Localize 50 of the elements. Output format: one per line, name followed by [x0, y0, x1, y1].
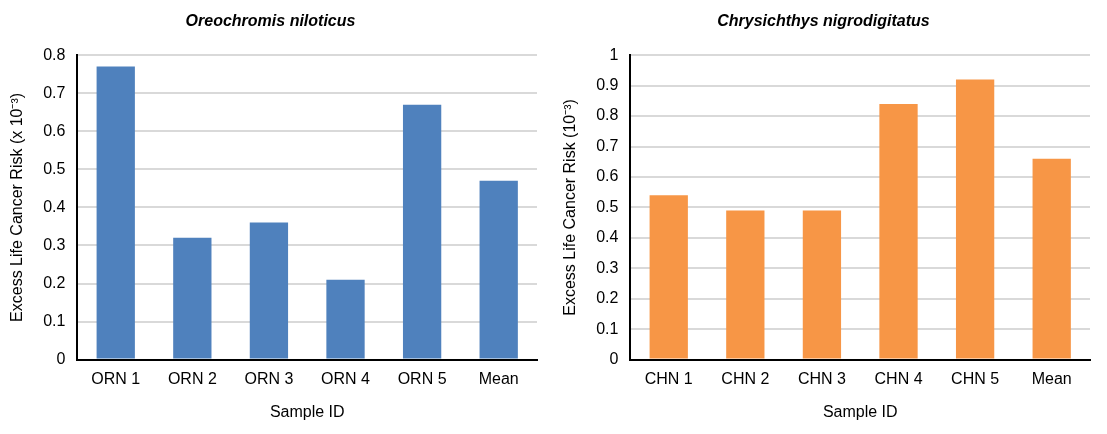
x-tick-label: ORN 4 — [321, 369, 371, 387]
x-tick-label: Mean — [478, 369, 519, 387]
y-tick-label: 0.8 — [43, 45, 66, 63]
y-tick-label: 0.4 — [596, 228, 619, 246]
bar — [649, 195, 688, 359]
y-tick-label: 0 — [56, 350, 66, 368]
bar — [479, 180, 518, 359]
y-tick-label: 0.7 — [43, 83, 66, 101]
y-tick-label: 0.2 — [596, 289, 619, 307]
y-tick-label: 1 — [609, 45, 619, 63]
chart-title: Oreochromis niloticus — [185, 12, 356, 30]
bar — [173, 237, 212, 359]
y-tick-label: 0.4 — [43, 197, 66, 215]
bar — [1032, 158, 1071, 359]
x-tick-label: ORN 1 — [91, 369, 141, 387]
x-tick-label: ORN 3 — [244, 369, 294, 387]
x-axis-title: Sample ID — [822, 402, 898, 420]
bar — [879, 103, 918, 359]
y-tick-label: 0.5 — [596, 197, 619, 215]
x-tick-label: CHN 2 — [721, 369, 770, 387]
x-tick-label: CHN 1 — [644, 369, 693, 387]
y-tick-label: 0.5 — [43, 159, 66, 177]
y-tick-label: 0.1 — [596, 319, 619, 337]
x-tick-label: CHN 5 — [951, 369, 1000, 387]
x-tick-label: CHN 3 — [797, 369, 847, 387]
bar — [96, 66, 135, 359]
bar — [249, 222, 289, 359]
y-tick-label: 0.3 — [596, 258, 619, 276]
x-axis-title: Sample ID — [269, 402, 345, 420]
x-tick-label: ORN 2 — [167, 369, 217, 387]
y-tick-label: 0.8 — [596, 106, 619, 124]
bar — [802, 210, 842, 359]
bar — [326, 279, 365, 359]
y-axis-title: Excess Life Cancer Risk (10⁻³) — [561, 99, 579, 316]
y-tick-label: 0.6 — [43, 121, 66, 139]
x-tick-label: ORN 5 — [397, 369, 447, 387]
bar — [726, 210, 765, 359]
y-tick-label: 0 — [609, 350, 619, 368]
y-tick-label: 0.2 — [43, 273, 66, 291]
y-tick-label: 0.7 — [596, 136, 619, 154]
chart-title: Chrysichthys nigrodigitatus — [717, 12, 930, 30]
y-tick-label: 0.3 — [43, 235, 66, 253]
y-tick-label: 0.6 — [596, 167, 619, 185]
bar — [955, 79, 995, 359]
y-tick-label: 0.1 — [43, 311, 66, 329]
x-tick-label: Mean — [1031, 369, 1072, 387]
bar — [402, 104, 442, 359]
y-axis-title: Excess Life Cancer Risk (x 10⁻³) — [8, 92, 26, 322]
y-tick-label: 0.9 — [596, 76, 619, 94]
x-tick-label: CHN 4 — [874, 369, 923, 387]
